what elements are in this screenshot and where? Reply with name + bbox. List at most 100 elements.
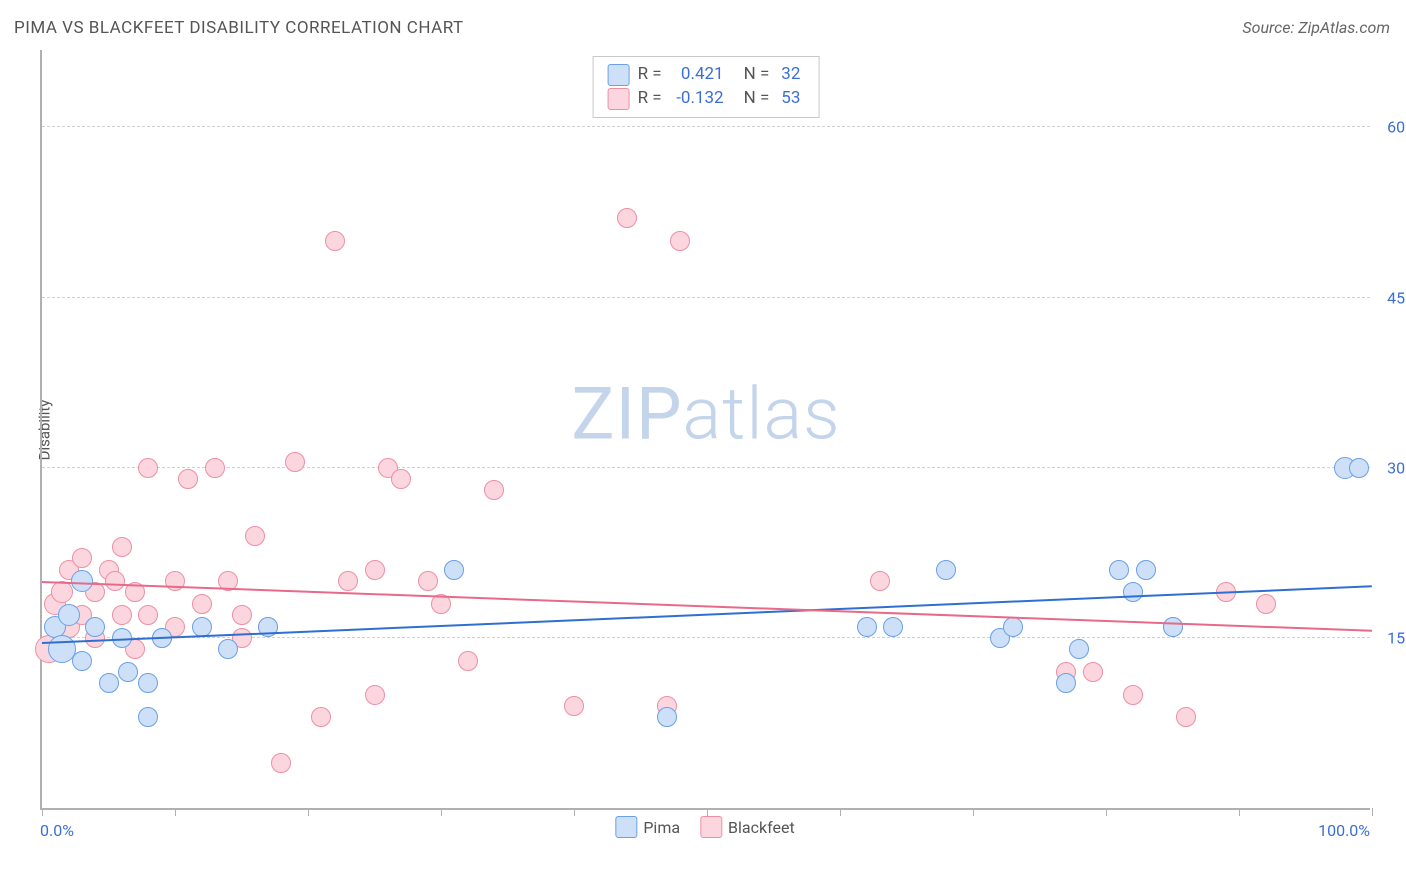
- gridline: [42, 297, 1370, 298]
- data-point: [138, 458, 158, 478]
- legend-r-value: 0.421: [674, 63, 724, 87]
- y-tick-label: 45.0%: [1375, 288, 1406, 307]
- source-label: Source: ZipAtlas.com: [1242, 18, 1390, 37]
- data-point: [418, 571, 438, 591]
- watermark: ZIPatlas: [571, 371, 840, 456]
- data-point: [1056, 673, 1076, 693]
- data-point: [617, 208, 637, 228]
- data-point: [72, 548, 92, 568]
- legend-n-value: 53: [781, 87, 800, 111]
- data-point: [1136, 560, 1156, 580]
- legend-swatch: [608, 88, 630, 110]
- data-point: [192, 594, 212, 614]
- data-point: [1123, 685, 1143, 705]
- data-point: [1109, 560, 1129, 580]
- legend-label: Blackfeet: [728, 818, 795, 837]
- x-axis-max-label: 100.0%: [1318, 821, 1370, 840]
- data-point: [112, 537, 132, 557]
- data-point: [138, 673, 158, 693]
- data-point: [857, 617, 877, 637]
- legend-row: R = 0.421 N = 32: [608, 63, 805, 87]
- data-point: [657, 707, 677, 727]
- legend-n-label: N =: [744, 87, 770, 111]
- data-point: [178, 469, 198, 489]
- legend-item: Blackfeet: [700, 816, 795, 838]
- data-point: [232, 605, 252, 625]
- data-point: [1069, 639, 1089, 659]
- data-point: [85, 617, 105, 637]
- legend-bottom: Pima Blackfeet: [615, 816, 794, 838]
- plot-container: Disability ZIPatlas 15.0%30.0%45.0%60.0%…: [40, 50, 1370, 810]
- data-point: [1256, 594, 1276, 614]
- x-tick: [973, 808, 974, 816]
- data-point: [1083, 662, 1103, 682]
- gridline: [42, 467, 1370, 468]
- data-point: [1123, 582, 1143, 602]
- data-point: [138, 605, 158, 625]
- data-point: [218, 639, 238, 659]
- data-point: [205, 458, 225, 478]
- y-tick-label: 15.0%: [1375, 628, 1406, 647]
- data-point: [285, 452, 305, 472]
- data-point: [112, 605, 132, 625]
- legend-swatch: [615, 816, 637, 838]
- data-point: [72, 651, 92, 671]
- data-point: [883, 617, 903, 637]
- x-tick: [441, 808, 442, 816]
- data-point: [118, 662, 138, 682]
- plot-area: ZIPatlas 15.0%30.0%45.0%60.0%R =0.421N =…: [40, 50, 1370, 810]
- data-point: [1349, 458, 1369, 478]
- data-point: [391, 469, 411, 489]
- data-point: [365, 560, 385, 580]
- data-point: [1163, 617, 1183, 637]
- x-tick: [1372, 808, 1373, 816]
- legend-label: Pima: [643, 818, 680, 837]
- data-point: [936, 560, 956, 580]
- data-point: [484, 480, 504, 500]
- data-point: [99, 673, 119, 693]
- data-point: [105, 571, 125, 591]
- gridline: [42, 126, 1370, 127]
- watermark-main: ZIP: [571, 371, 682, 456]
- legend-swatch: [700, 816, 722, 838]
- chart-title: PIMA VS BLACKFEET DISABILITY CORRELATION…: [14, 18, 464, 38]
- data-point: [271, 753, 291, 773]
- data-point: [138, 707, 158, 727]
- data-point: [192, 617, 212, 637]
- data-point: [458, 651, 478, 671]
- legend-item: Pima: [615, 816, 680, 838]
- data-point: [245, 526, 265, 546]
- watermark-sub: atlas: [683, 371, 841, 456]
- legend-r-label: R =: [638, 63, 662, 87]
- data-point: [670, 231, 690, 251]
- x-tick: [1106, 808, 1107, 816]
- data-point: [1176, 707, 1196, 727]
- x-tick: [1239, 808, 1240, 816]
- legend-n-value: 32: [781, 63, 800, 87]
- y-tick-label: 60.0%: [1375, 118, 1406, 137]
- legend-r-label: R =: [638, 87, 662, 111]
- legend-top: R = 0.421 N = 32 R = -0.132 N = 53: [593, 56, 820, 118]
- data-point: [58, 604, 80, 626]
- data-point: [338, 571, 358, 591]
- x-tick: [175, 808, 176, 816]
- legend-n-label: N =: [744, 63, 770, 87]
- x-tick: [574, 808, 575, 816]
- data-point: [365, 685, 385, 705]
- data-point: [311, 707, 331, 727]
- legend-row: R = -0.132 N = 53: [608, 87, 805, 111]
- y-tick-label: 30.0%: [1375, 458, 1406, 477]
- x-tick: [308, 808, 309, 816]
- x-tick: [840, 808, 841, 816]
- data-point: [51, 581, 73, 603]
- x-tick: [707, 808, 708, 816]
- data-point: [564, 696, 584, 716]
- data-point: [444, 560, 464, 580]
- legend-r-value: -0.132: [674, 87, 724, 111]
- legend-swatch: [608, 64, 630, 86]
- x-axis-min-label: 0.0%: [40, 821, 74, 840]
- data-point: [325, 231, 345, 251]
- data-point: [870, 571, 890, 591]
- data-point: [71, 570, 93, 592]
- x-tick: [42, 808, 43, 816]
